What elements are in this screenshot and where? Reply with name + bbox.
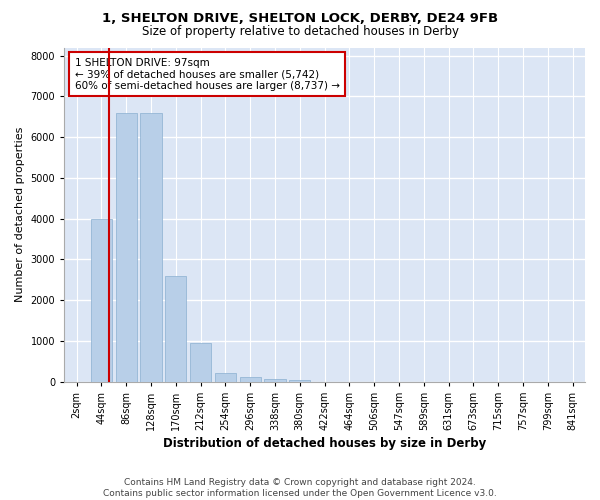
Bar bbox=[190, 343, 211, 382]
Text: 1 SHELTON DRIVE: 97sqm
← 39% of detached houses are smaller (5,742)
60% of semi-: 1 SHELTON DRIVE: 97sqm ← 39% of detached… bbox=[74, 58, 340, 90]
Text: Size of property relative to detached houses in Derby: Size of property relative to detached ho… bbox=[142, 25, 458, 38]
Bar bbox=[91, 218, 112, 382]
Bar bbox=[215, 374, 236, 382]
Y-axis label: Number of detached properties: Number of detached properties bbox=[15, 127, 25, 302]
Bar bbox=[265, 380, 286, 382]
Bar bbox=[140, 112, 161, 382]
Bar bbox=[116, 112, 137, 382]
Bar bbox=[165, 276, 187, 382]
Bar bbox=[289, 380, 310, 382]
Bar bbox=[239, 378, 261, 382]
Text: 1, SHELTON DRIVE, SHELTON LOCK, DERBY, DE24 9FB: 1, SHELTON DRIVE, SHELTON LOCK, DERBY, D… bbox=[102, 12, 498, 26]
Text: Contains HM Land Registry data © Crown copyright and database right 2024.
Contai: Contains HM Land Registry data © Crown c… bbox=[103, 478, 497, 498]
X-axis label: Distribution of detached houses by size in Derby: Distribution of detached houses by size … bbox=[163, 437, 486, 450]
